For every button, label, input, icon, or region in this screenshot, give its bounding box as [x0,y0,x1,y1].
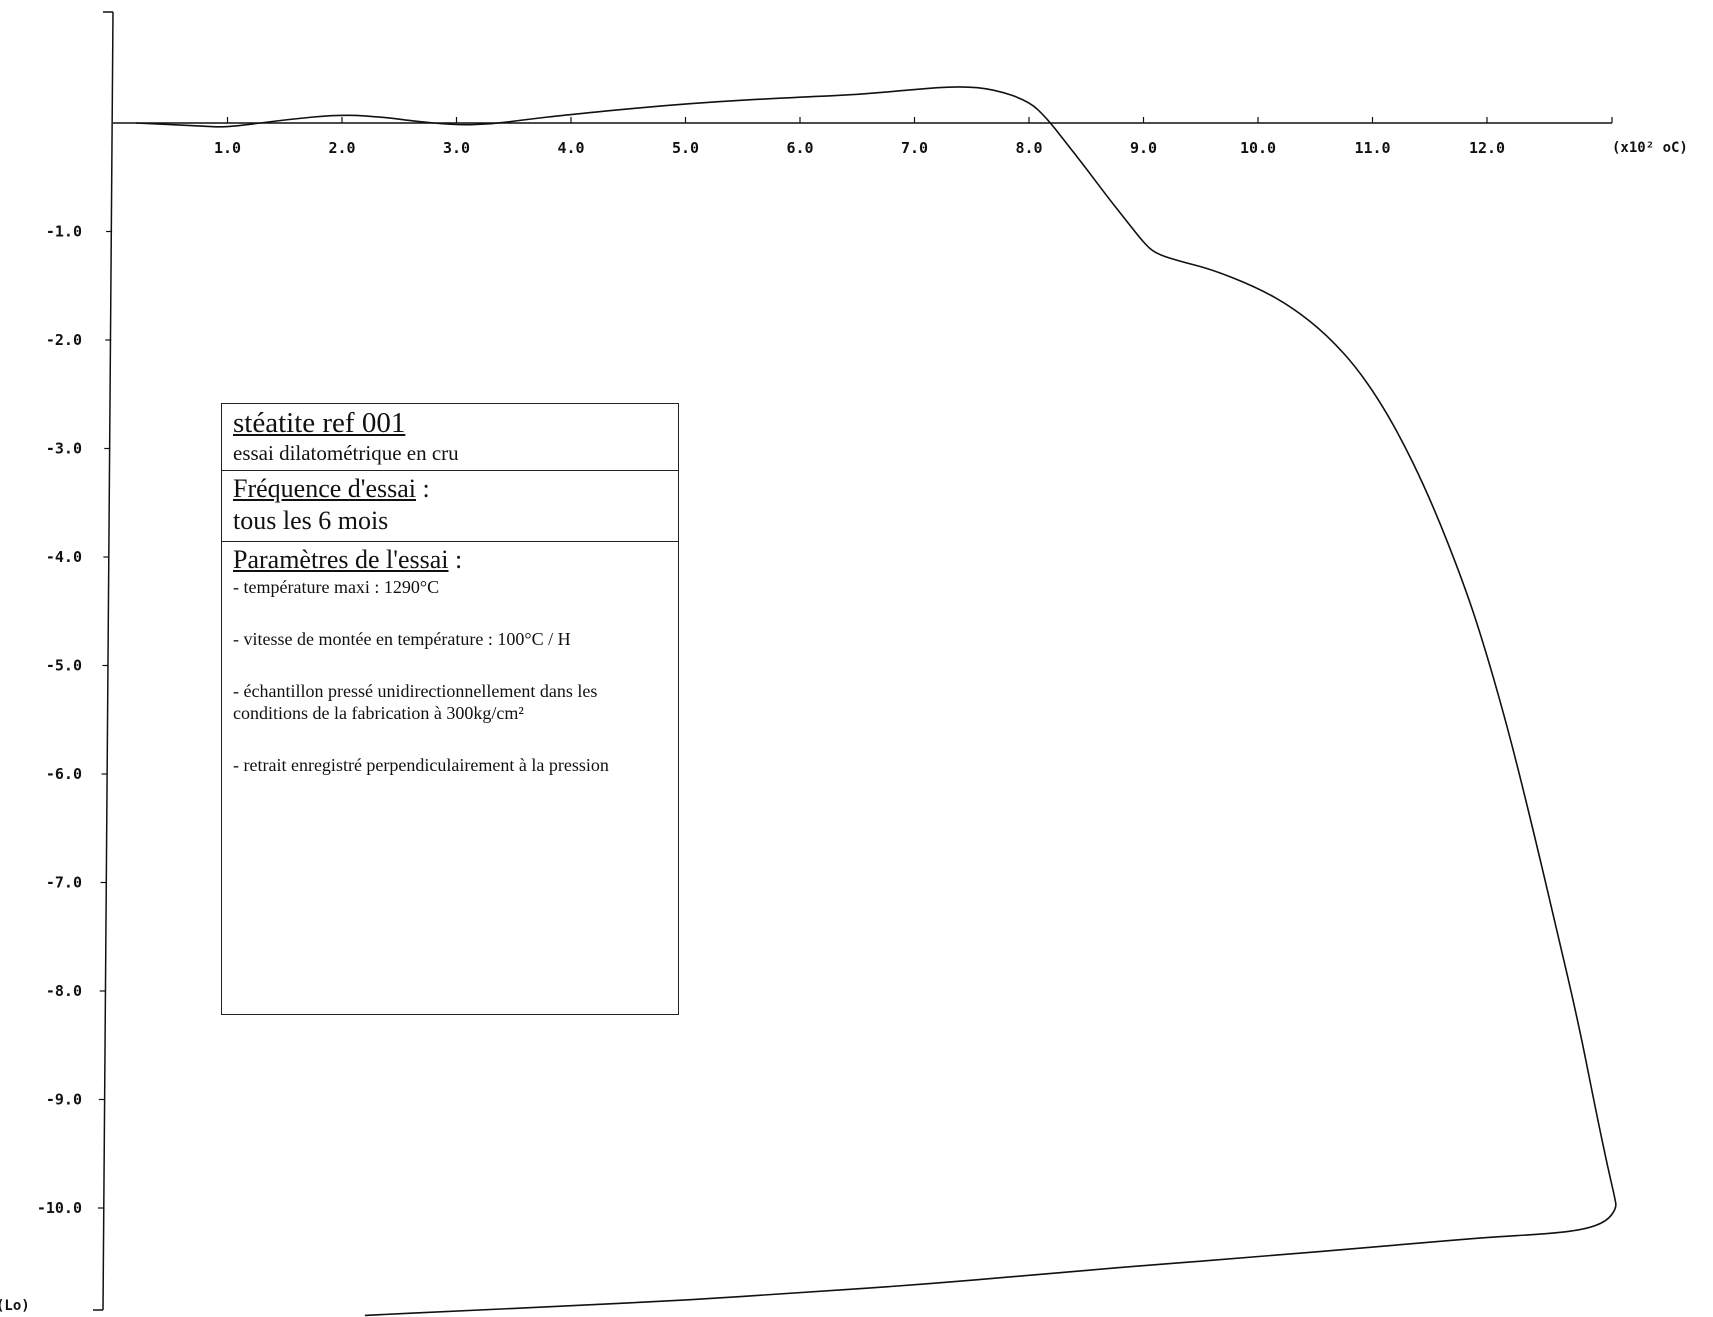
x-tick-label: 8.0 [1015,139,1042,157]
y-tick-label: -5.0 [46,657,82,675]
x-tick-label: 2.0 [328,139,355,157]
frequency-colon: : [416,474,430,503]
frequency-heading: Fréquence d'essai [233,474,417,503]
y-tick-label: -3.0 [46,440,82,458]
params-colon: : [448,545,463,574]
info-frequency-section: Fréquence d'essai : tous les 6 mois [222,471,678,542]
y-tick-label: -4.0 [46,548,82,566]
frequency-value: tous les 6 mois [233,506,389,535]
x-tick-label: 3.0 [443,139,470,157]
x-tick-label: 12.0 [1469,139,1505,157]
x-tick-label: 5.0 [672,139,699,157]
frequency-heading-line: Fréquence d'essai : [233,473,668,505]
param-sample-pressing: - échantillon pressé unidirectionnelleme… [233,681,598,723]
x-tick-label: 6.0 [786,139,813,157]
x-tick-label: 7.0 [901,139,928,157]
y-tick-label: -6.0 [46,765,82,783]
y-tick-label: -2.0 [46,331,82,349]
params-heading: Paramètres de l'essai [233,545,449,574]
x-ticks: 1.0 2.0 3.0 4.0 5.0 6.0 7.0 8.0 9.0 10.0 11.0 12.0 [214,117,1613,157]
series-line-dilatation [135,86,1617,1317]
y-tick-label: -10.0 [37,1199,82,1217]
param-max-temperature: - température maxi : 1290°C [233,577,440,597]
info-title-section: stéatite ref 001 essai dilatométrique en… [222,404,678,471]
y-axis-line [102,11,114,1311]
y-ticks: -1.0 -2.0 -3.0 -4.0 -5.0 -6.0 -7.0 -8.0 -9.0 -10.… [37,223,113,1217]
params-heading-line: Paramètres de l'essai : [233,544,668,576]
y-tick-label: -9.0 [46,1091,82,1109]
test-info-box: stéatite ref 001 essai dilatométrique en… [221,403,679,1015]
x-tick-label: 1.0 [214,139,241,157]
info-subtitle: essai dilatométrique en cru [233,441,459,465]
chart-axes [93,11,1612,1311]
x-tick-label: 11.0 [1354,139,1390,157]
x-tick-label: 4.0 [557,139,584,157]
y-tick-label: -1.0 [46,223,82,241]
info-title: stéatite ref 001 [233,407,406,439]
x-tick-label: 10.0 [1240,139,1276,157]
y-tick-label: -7.0 [46,874,82,892]
x-tick-label: 9.0 [1130,139,1157,157]
y-tick-label: -8.0 [46,982,82,1000]
x-axis-unit-label: (x10² oC) [1612,140,1688,156]
param-shrinkage-direction: - retrait enregistré perpendiculairement… [233,755,609,775]
y-axis-unit-label: (Lo) [0,1298,30,1314]
param-heating-rate: - vitesse de montée en température : 100… [233,629,571,649]
series-group [135,86,1617,1317]
info-params-section: Paramètres de l'essai : - température ma… [222,542,678,780]
